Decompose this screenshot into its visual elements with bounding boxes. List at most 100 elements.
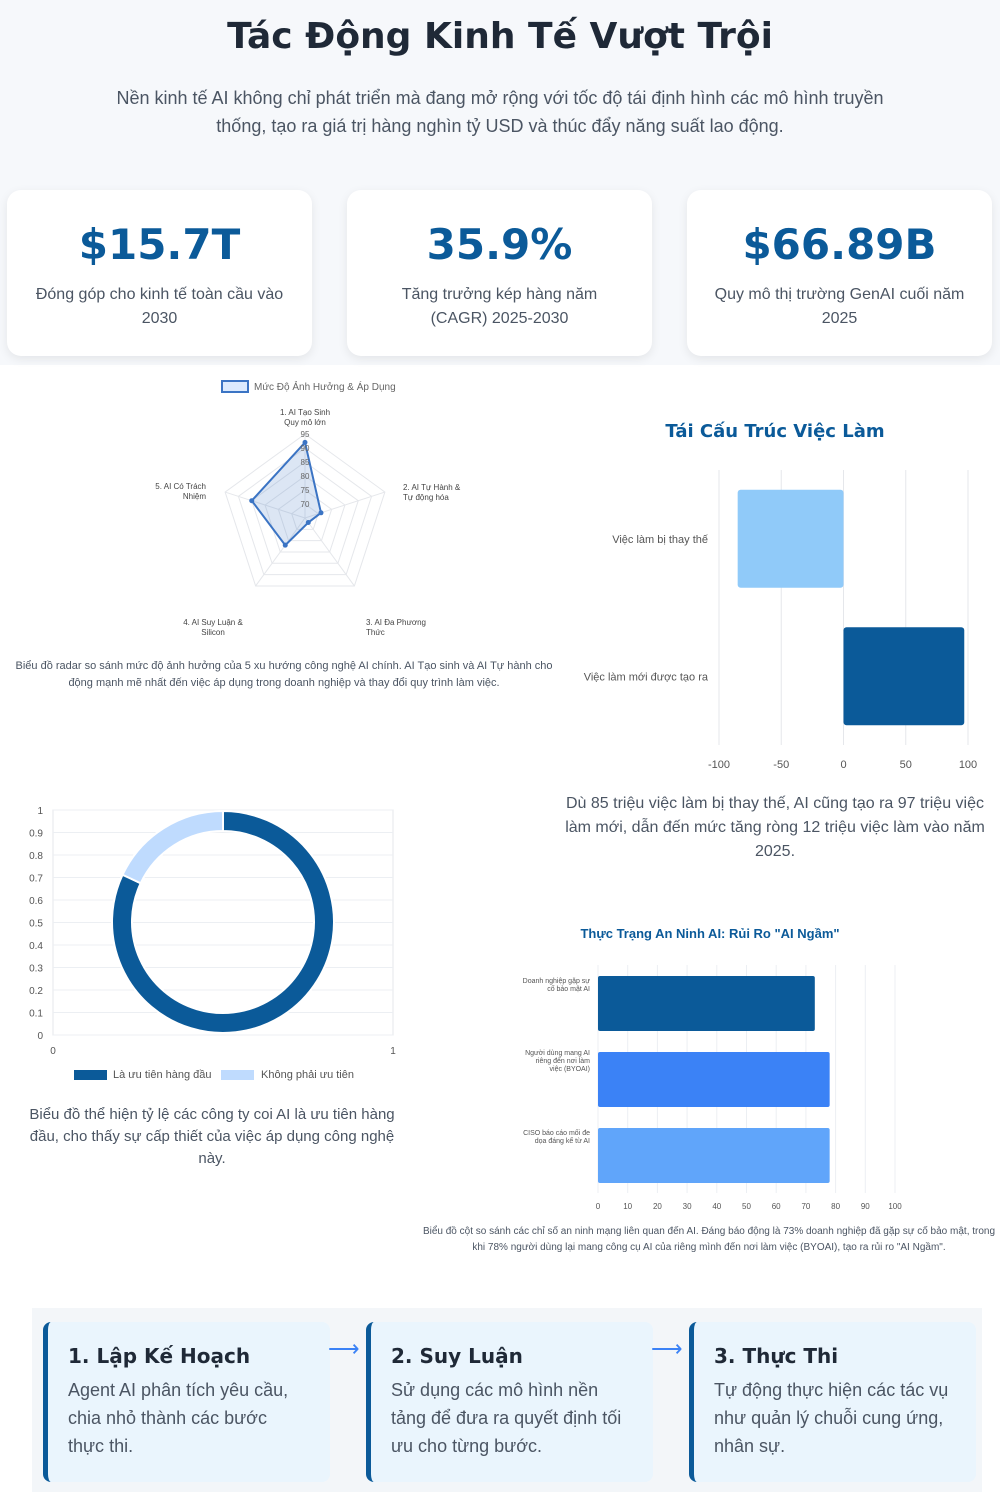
doughnut-tick-label: 1 [37,806,43,817]
priority-doughnut-chart: 1 0.9 0.8 0.7 0.6 0.5 0.4 0.3 0.2 0.1 00 1 Là ưu ti… [29,806,396,1081]
jobs-caption: Dù 85 triệu việc làm bị thay thế, AI cũn… [565,795,985,860]
radar-axis-label: 5. AI Có Trách [155,482,206,491]
radar-tick-label: 95 [301,430,310,439]
radar-axis-label: 2. AI Tự Hành & [403,483,461,492]
security-category-label: riêng đến nơi làm [536,1056,591,1065]
security-category-label: CISO báo cáo mối đe [523,1128,590,1137]
step-card-reasoning: 2. Suy Luận Sử dụng các mô hình nền tảng… [366,1322,653,1482]
radar-chart: Mức Độ Ảnh Hưởng & Áp Dụng 1. AI Tạo Sin… [155,380,461,637]
radar-tick-labels: 70 75 80 85 90 95 [301,430,310,509]
doughnut-tick-label: 0 [37,1031,43,1042]
legend-swatch-priority[interactable] [74,1070,107,1080]
radar-point [282,542,288,548]
step-description: Tự động thực hiện các tác vụ như quản lý… [714,1380,949,1456]
legend-swatch-not-priority[interactable] [221,1070,254,1080]
stat-value: 35.9% [426,220,573,269]
radar-spoke [255,517,306,587]
radar-grid-ring [291,503,319,530]
doughnut-tick-label: 0.1 [29,1009,43,1020]
radar-tick-label: 90 [301,444,310,453]
jobs-category-label: Việc làm mới được tạo ra [584,671,709,683]
radar-caption: Biểu đồ radar so sánh mức độ ảnh hưởng c… [15,660,553,689]
doughnut-tick-label: 0.3 [29,964,43,975]
jobs-chart-title: Tái Cấu Trúc Việc Làm [665,421,885,442]
security-category-label: việc (BYOAI) [550,1066,590,1073]
doughnut-slice [121,809,224,885]
security-bar [598,1128,830,1183]
security-category-label: Người dùng mang AI [525,1050,590,1057]
security-bar [598,976,815,1031]
radar-axis-label: Thức [366,628,385,637]
radar-axis-label: 3. AI Đa Phương [366,618,426,627]
radar-grid-ring [237,447,373,576]
arrow-right-icon: ⟶ [651,1336,683,1361]
radar-tick-label: 75 [301,486,310,495]
step-card-execution: 3. Thực Thi Tự động thực hiện các tác vụ… [689,1322,976,1482]
security-tick-label: 0 [596,1202,601,1211]
arrow-right-icon: ⟶ [328,1336,360,1361]
security-tick-label: 60 [772,1202,781,1211]
security-category-label: Doanh nghiệp gặp sự [523,978,591,985]
page-subtitle: Nền kinh tế AI không chỉ phát triển mà đ… [116,88,884,136]
page-title: Tác Động Kinh Tế Vượt Trội [227,16,773,57]
doughnut-tick-label: 0 [50,1046,56,1057]
security-tick-label: 30 [683,1202,692,1211]
security-caption: Biểu đồ cột so sánh các chỉ số an ninh m… [422,1226,996,1253]
radar-tick-label: 70 [301,500,310,509]
security-bar [598,1052,830,1107]
security-tick-label: 70 [801,1202,810,1211]
step-title: 1. Lập Kế Hoạch [68,1344,251,1368]
radar-series [249,439,324,548]
stat-value: $15.7T [78,220,241,269]
jobs-category-label: Việc làm bị thay thế [612,534,708,546]
doughnut-tick-label: 0.2 [29,986,43,997]
stat-value: $66.89B [742,220,937,269]
step-description: Sử dụng các mô hình nền tảng để đưa ra q… [391,1380,622,1456]
radar-legend-swatch[interactable] [221,380,249,393]
stat-label: Đóng góp cho kinh tế toàn cầu vào 2030 [35,286,284,327]
step-description: Agent AI phân tích yêu cầu, chia nhỏ thà… [68,1380,289,1456]
doughnut-tick-label: 1 [390,1046,396,1057]
radar-spoke [304,517,355,587]
jobs-bar [843,627,965,726]
jobs-tick-label: 50 [900,759,912,771]
legend-label-not-priority[interactable]: Không phải ưu tiên [261,1069,354,1081]
security-tick-label: 20 [653,1202,662,1211]
security-chart-title: Thực Trạng An Ninh AI: Rủi Ro "AI Ngầm" [580,926,840,941]
radar-point [302,439,308,445]
radar-tick-label: 80 [301,472,310,481]
security-category-label: dọa đáng kể từ AI [535,1137,590,1145]
security-category-label: cố bảo mật AI [547,984,590,993]
radar-point [305,520,311,526]
radar-axis-label: Nhiệm [183,492,206,501]
doughnut-tick-label: 0.8 [29,851,43,862]
radar-point [249,498,255,504]
doughnut-caption: Biểu đồ thể hiện tỷ lệ các công ty coi A… [29,1106,395,1167]
radar-axis-label: Tự động hóa [403,493,449,502]
security-tick-label: 80 [831,1202,840,1211]
doughnut-slices [111,809,335,1034]
stat-label: Tăng trưởng kép hàng năm (CAGR) 2025-203… [401,286,598,327]
legend-label-priority[interactable]: Là ưu tiên hàng đầu [113,1069,212,1081]
radar-axis-label: 4. AI Suy Luận & [183,618,243,627]
step-title: 2. Suy Luận [391,1344,523,1368]
radar-point [318,510,324,516]
security-bar-chart: 0 10 20 30 40 50 60 70 80 90 100 Doanh nghiệp gặp s… [523,965,902,1211]
radar-series-area [250,440,323,547]
radar-legend-label[interactable]: Mức Độ Ảnh Hưởng & Áp Dụng [254,380,396,393]
security-tick-label: 50 [742,1202,751,1211]
doughnut-tick-label: 0.9 [29,829,43,840]
jobs-tick-label: -100 [708,759,730,771]
radar-grid-ring [251,461,359,564]
stat-card-contribution: $15.7T Đóng góp cho kinh tế toàn cầu vào… [7,190,312,356]
radar-tick-label: 85 [301,458,310,467]
doughnut-tick-label: 0.6 [29,896,43,907]
jobs-tick-label: -50 [773,759,789,771]
security-tick-label: 90 [861,1202,870,1211]
jobs-bar-chart: -100 -50 0 50 100 Việc làm bị thay thế Việc là… [584,470,977,771]
jobs-tick-label: 0 [840,759,846,771]
radar-grid-ring [277,489,333,542]
jobs-bar [737,489,844,588]
security-tick-label: 40 [712,1202,721,1211]
